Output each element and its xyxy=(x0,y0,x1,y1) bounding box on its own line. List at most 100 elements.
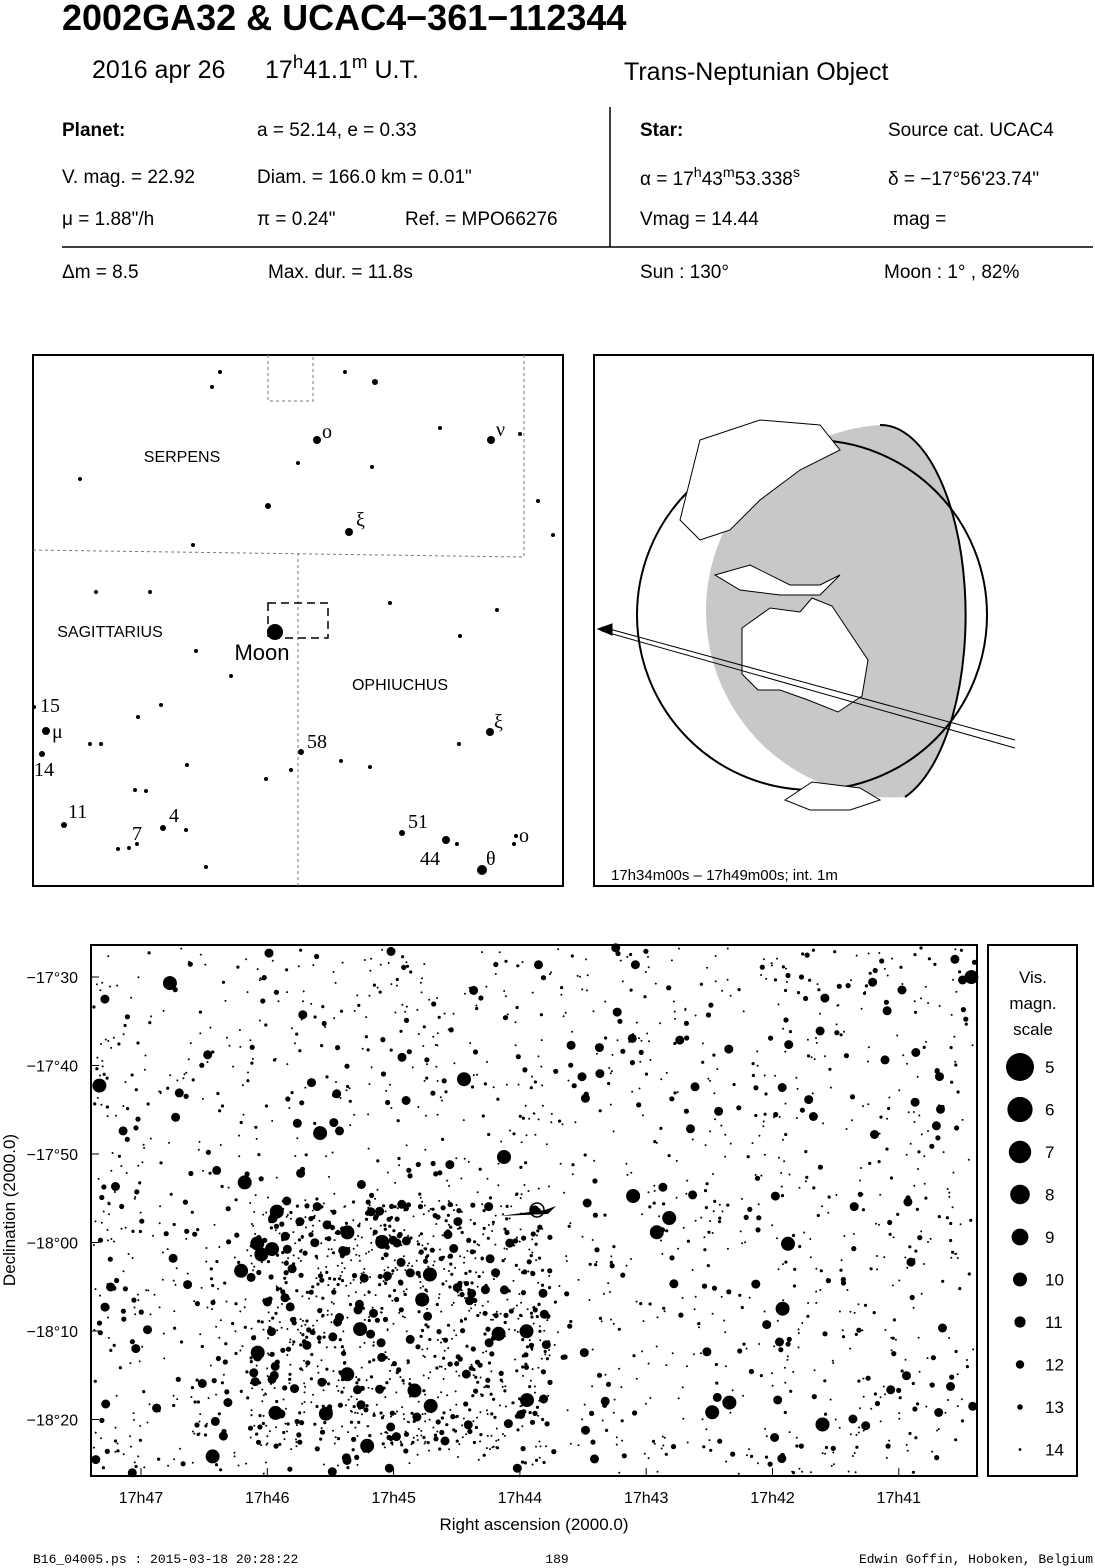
field-star xyxy=(322,1220,332,1230)
field-star xyxy=(861,1329,864,1332)
field-star xyxy=(122,1270,125,1273)
field-star xyxy=(188,960,190,963)
field-star xyxy=(653,1442,656,1445)
field-star xyxy=(878,1223,880,1226)
field-star xyxy=(464,1074,468,1078)
field-star xyxy=(803,1231,806,1234)
legend-title: Vis. xyxy=(1019,968,1047,987)
field-star xyxy=(521,1270,525,1275)
field-star xyxy=(249,1368,259,1378)
field-star xyxy=(262,1297,272,1307)
field-star xyxy=(301,1402,304,1405)
field-star xyxy=(716,1068,719,1071)
field-star xyxy=(363,1318,366,1321)
field-star xyxy=(474,1375,478,1379)
field-star xyxy=(419,1334,423,1338)
map-star xyxy=(486,728,494,736)
field-star xyxy=(258,1019,261,1022)
field-star xyxy=(726,947,729,950)
field-star xyxy=(368,994,371,997)
field-star xyxy=(615,1443,618,1446)
field-star xyxy=(287,1466,293,1472)
field-star xyxy=(187,1058,190,1061)
field-star xyxy=(384,1355,388,1360)
field-star xyxy=(409,1395,412,1398)
field-star xyxy=(310,1002,313,1005)
field-star xyxy=(265,1242,279,1257)
field-star xyxy=(360,1272,363,1275)
field-star xyxy=(133,1461,136,1464)
field-star xyxy=(167,1464,170,1467)
field-star xyxy=(382,1316,389,1323)
field-star xyxy=(581,1418,584,1421)
field-star xyxy=(110,1046,113,1049)
field-star xyxy=(356,1180,366,1189)
field-star xyxy=(381,1442,385,1446)
field-star xyxy=(273,1443,279,1449)
field-star xyxy=(950,1013,953,1016)
field-star xyxy=(309,1377,313,1381)
x-tick-label: 17h46 xyxy=(245,1490,290,1507)
field-star xyxy=(375,1236,382,1242)
field-star xyxy=(489,1351,495,1357)
field-star xyxy=(641,1350,644,1353)
field-star xyxy=(125,1172,128,1174)
field-star xyxy=(305,1360,311,1366)
field-star xyxy=(316,1282,320,1286)
field-star xyxy=(570,954,574,958)
field-star xyxy=(763,1112,767,1116)
field-star xyxy=(503,1419,513,1429)
field-star xyxy=(389,1410,395,1416)
field-star xyxy=(933,962,937,967)
field-star xyxy=(531,1075,533,1078)
field-star xyxy=(659,1022,662,1025)
field-star xyxy=(663,1310,666,1313)
field-star xyxy=(797,1328,800,1331)
field-star xyxy=(321,1005,325,1009)
field-star xyxy=(123,1023,127,1028)
field-star xyxy=(592,1178,598,1184)
field-star xyxy=(346,1466,350,1470)
field-star xyxy=(815,1301,818,1304)
field-star xyxy=(712,1053,716,1057)
field-star xyxy=(273,1387,276,1390)
field-star xyxy=(888,1096,891,1099)
field-star xyxy=(892,1318,897,1322)
field-star xyxy=(246,1079,250,1083)
field-star xyxy=(228,1044,231,1047)
field-star xyxy=(798,1186,801,1189)
field-star xyxy=(497,1339,500,1342)
field-star xyxy=(111,1182,120,1191)
field-star xyxy=(476,1416,479,1419)
right-ascension: α = 17h43m53.338s xyxy=(640,165,800,190)
field-star xyxy=(935,1072,944,1082)
field-star xyxy=(340,1345,344,1349)
field-star xyxy=(422,1435,426,1440)
field-star xyxy=(161,1278,164,1281)
field-star xyxy=(960,1398,963,1401)
field-star xyxy=(237,1464,240,1467)
field-star xyxy=(506,1013,509,1016)
field-star xyxy=(774,1074,777,1077)
field-star xyxy=(595,1052,598,1055)
field-star xyxy=(367,1290,371,1294)
field-star xyxy=(359,1346,362,1348)
field-star xyxy=(638,1037,640,1040)
field-star xyxy=(472,1368,476,1372)
field-star xyxy=(325,1367,329,1371)
field-star xyxy=(424,1288,428,1292)
field-star xyxy=(162,976,177,991)
field-star xyxy=(683,1020,690,1026)
field-star xyxy=(239,1120,243,1125)
field-star xyxy=(476,1380,480,1384)
field-star xyxy=(95,1067,99,1071)
field-star xyxy=(691,1269,694,1271)
field-star xyxy=(390,983,393,986)
field-star xyxy=(94,1288,97,1291)
field-star xyxy=(420,1328,425,1333)
field-star xyxy=(267,1374,277,1384)
field-star xyxy=(292,1340,296,1344)
field-star xyxy=(602,1402,608,1408)
field-star xyxy=(433,1436,439,1442)
field-star xyxy=(290,1384,299,1394)
